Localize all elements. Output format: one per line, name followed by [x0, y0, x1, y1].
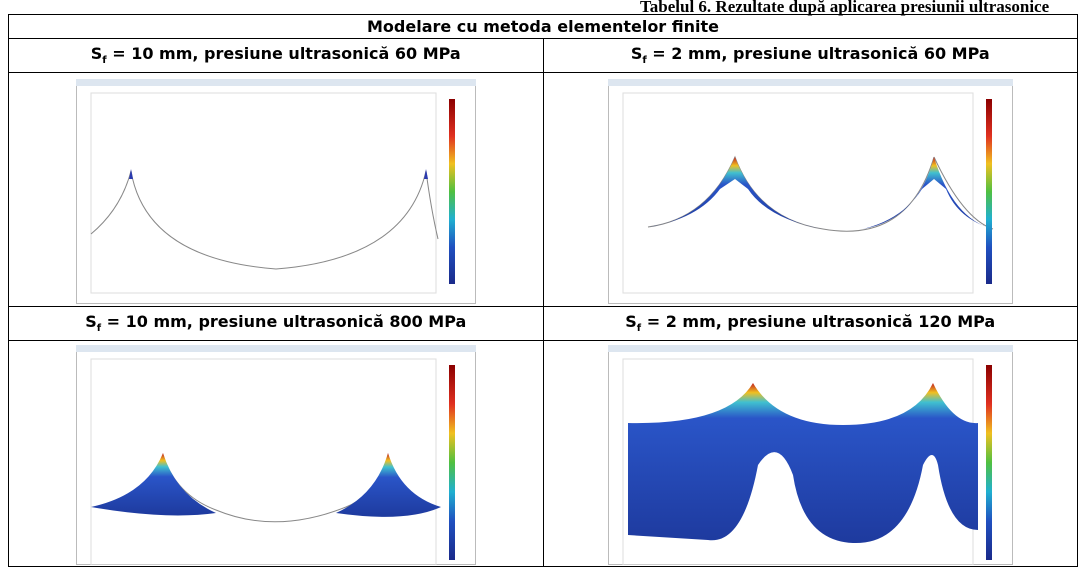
fem-plot	[607, 345, 1013, 565]
image-cell	[542, 72, 1078, 307]
s: S	[85, 312, 97, 332]
s: S	[90, 44, 103, 64]
sub: f	[102, 55, 107, 67]
header-cell: Sf = 10 mm, presiune ultrasonică 800 MPa	[8, 306, 544, 341]
s: S	[630, 44, 643, 64]
header-cell: Sf = 2 mm, presiune ultrasonică 120 MPa	[542, 306, 1078, 341]
s: S	[625, 312, 637, 332]
caption: Tabelul 6. Rezultate după aplicarea pres…	[640, 0, 1050, 16]
rest: = 10 mm, presiune ultrasonică 800 MPa	[101, 312, 467, 332]
header-cell: Sf = 10 mm, presiune ultrasonică 60 MPa	[8, 38, 544, 73]
header-cell: Sf = 2 mm, presiune ultrasonică 60 MPa	[542, 38, 1078, 73]
results-table: Modelare cu metoda elementelor finite Sf…	[8, 14, 1078, 567]
image-cell	[542, 340, 1078, 567]
image-cell	[8, 72, 544, 307]
sub: f	[642, 55, 647, 67]
table-title: Modelare cu metoda elementelor finite	[8, 14, 1078, 39]
image-cell	[8, 340, 544, 567]
fem-plot	[607, 79, 1013, 304]
rest: = 2 mm, presiune ultrasonică 60 MPa	[646, 44, 990, 64]
fem-plot	[75, 79, 476, 304]
rest: = 10 mm, presiune ultrasonică 60 MPa	[106, 44, 461, 64]
fem-plot	[75, 345, 476, 565]
sub: f	[96, 323, 102, 335]
rest: = 2 mm, presiune ultrasonică 120 MPa	[641, 312, 996, 332]
sub: f	[636, 323, 642, 335]
